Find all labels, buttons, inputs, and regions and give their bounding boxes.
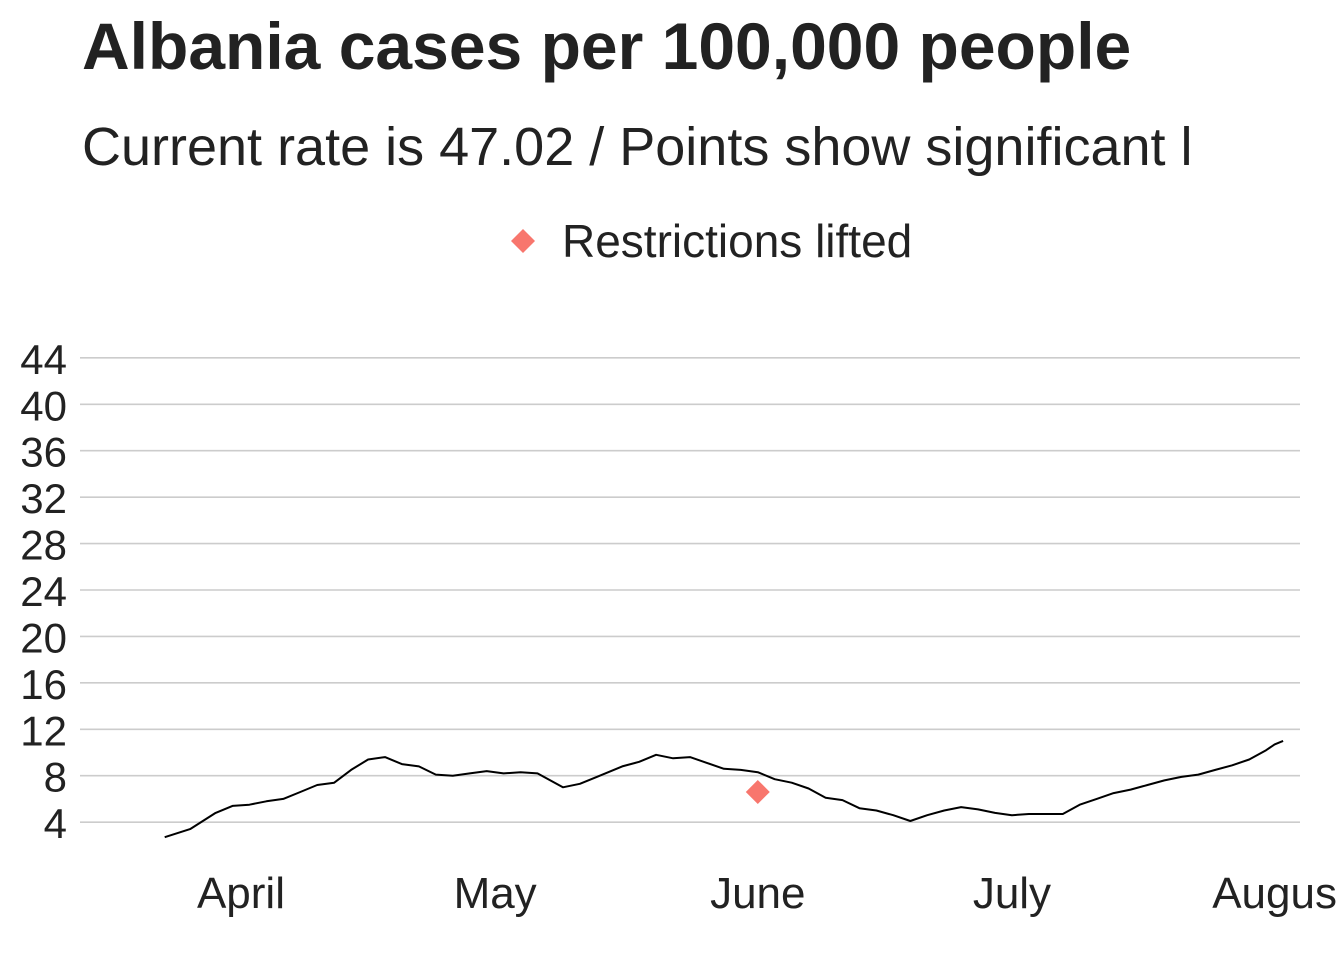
- y-tick-label: 12: [20, 707, 67, 754]
- chart-subtitle: Current rate is 47.02 / Points show sign…: [82, 117, 1193, 177]
- y-tick-label: 36: [20, 429, 67, 476]
- restrictions-lifted-marker: [745, 779, 770, 804]
- chart-title: Albania cases per 100,000 people: [82, 9, 1132, 83]
- x-tick-label: April: [197, 869, 285, 918]
- y-tick-label: 24: [20, 568, 67, 615]
- y-tick-label: 20: [20, 614, 67, 661]
- x-tick-label: Augus: [1212, 869, 1337, 918]
- y-tick-label: 16: [20, 661, 67, 708]
- x-tick-label: June: [710, 869, 805, 918]
- y-tick-label: 4: [44, 800, 67, 847]
- y-tick-label: 44: [20, 336, 67, 383]
- x-tick-label: July: [973, 869, 1051, 918]
- y-tick-label: 28: [20, 522, 67, 569]
- x-tick-label: May: [454, 869, 537, 918]
- y-tick-label: 40: [20, 382, 67, 429]
- legend-diamond-icon: [508, 226, 538, 256]
- legend-label: Restrictions lifted: [562, 215, 913, 267]
- legend-diamond-shape: [511, 229, 535, 253]
- y-tick-label: 8: [44, 754, 67, 801]
- y-tick-label: 32: [20, 475, 67, 522]
- legend: Restrictions lifted: [508, 214, 912, 268]
- series-line: [164, 739, 1284, 839]
- legend-diamond-svg: [511, 229, 535, 253]
